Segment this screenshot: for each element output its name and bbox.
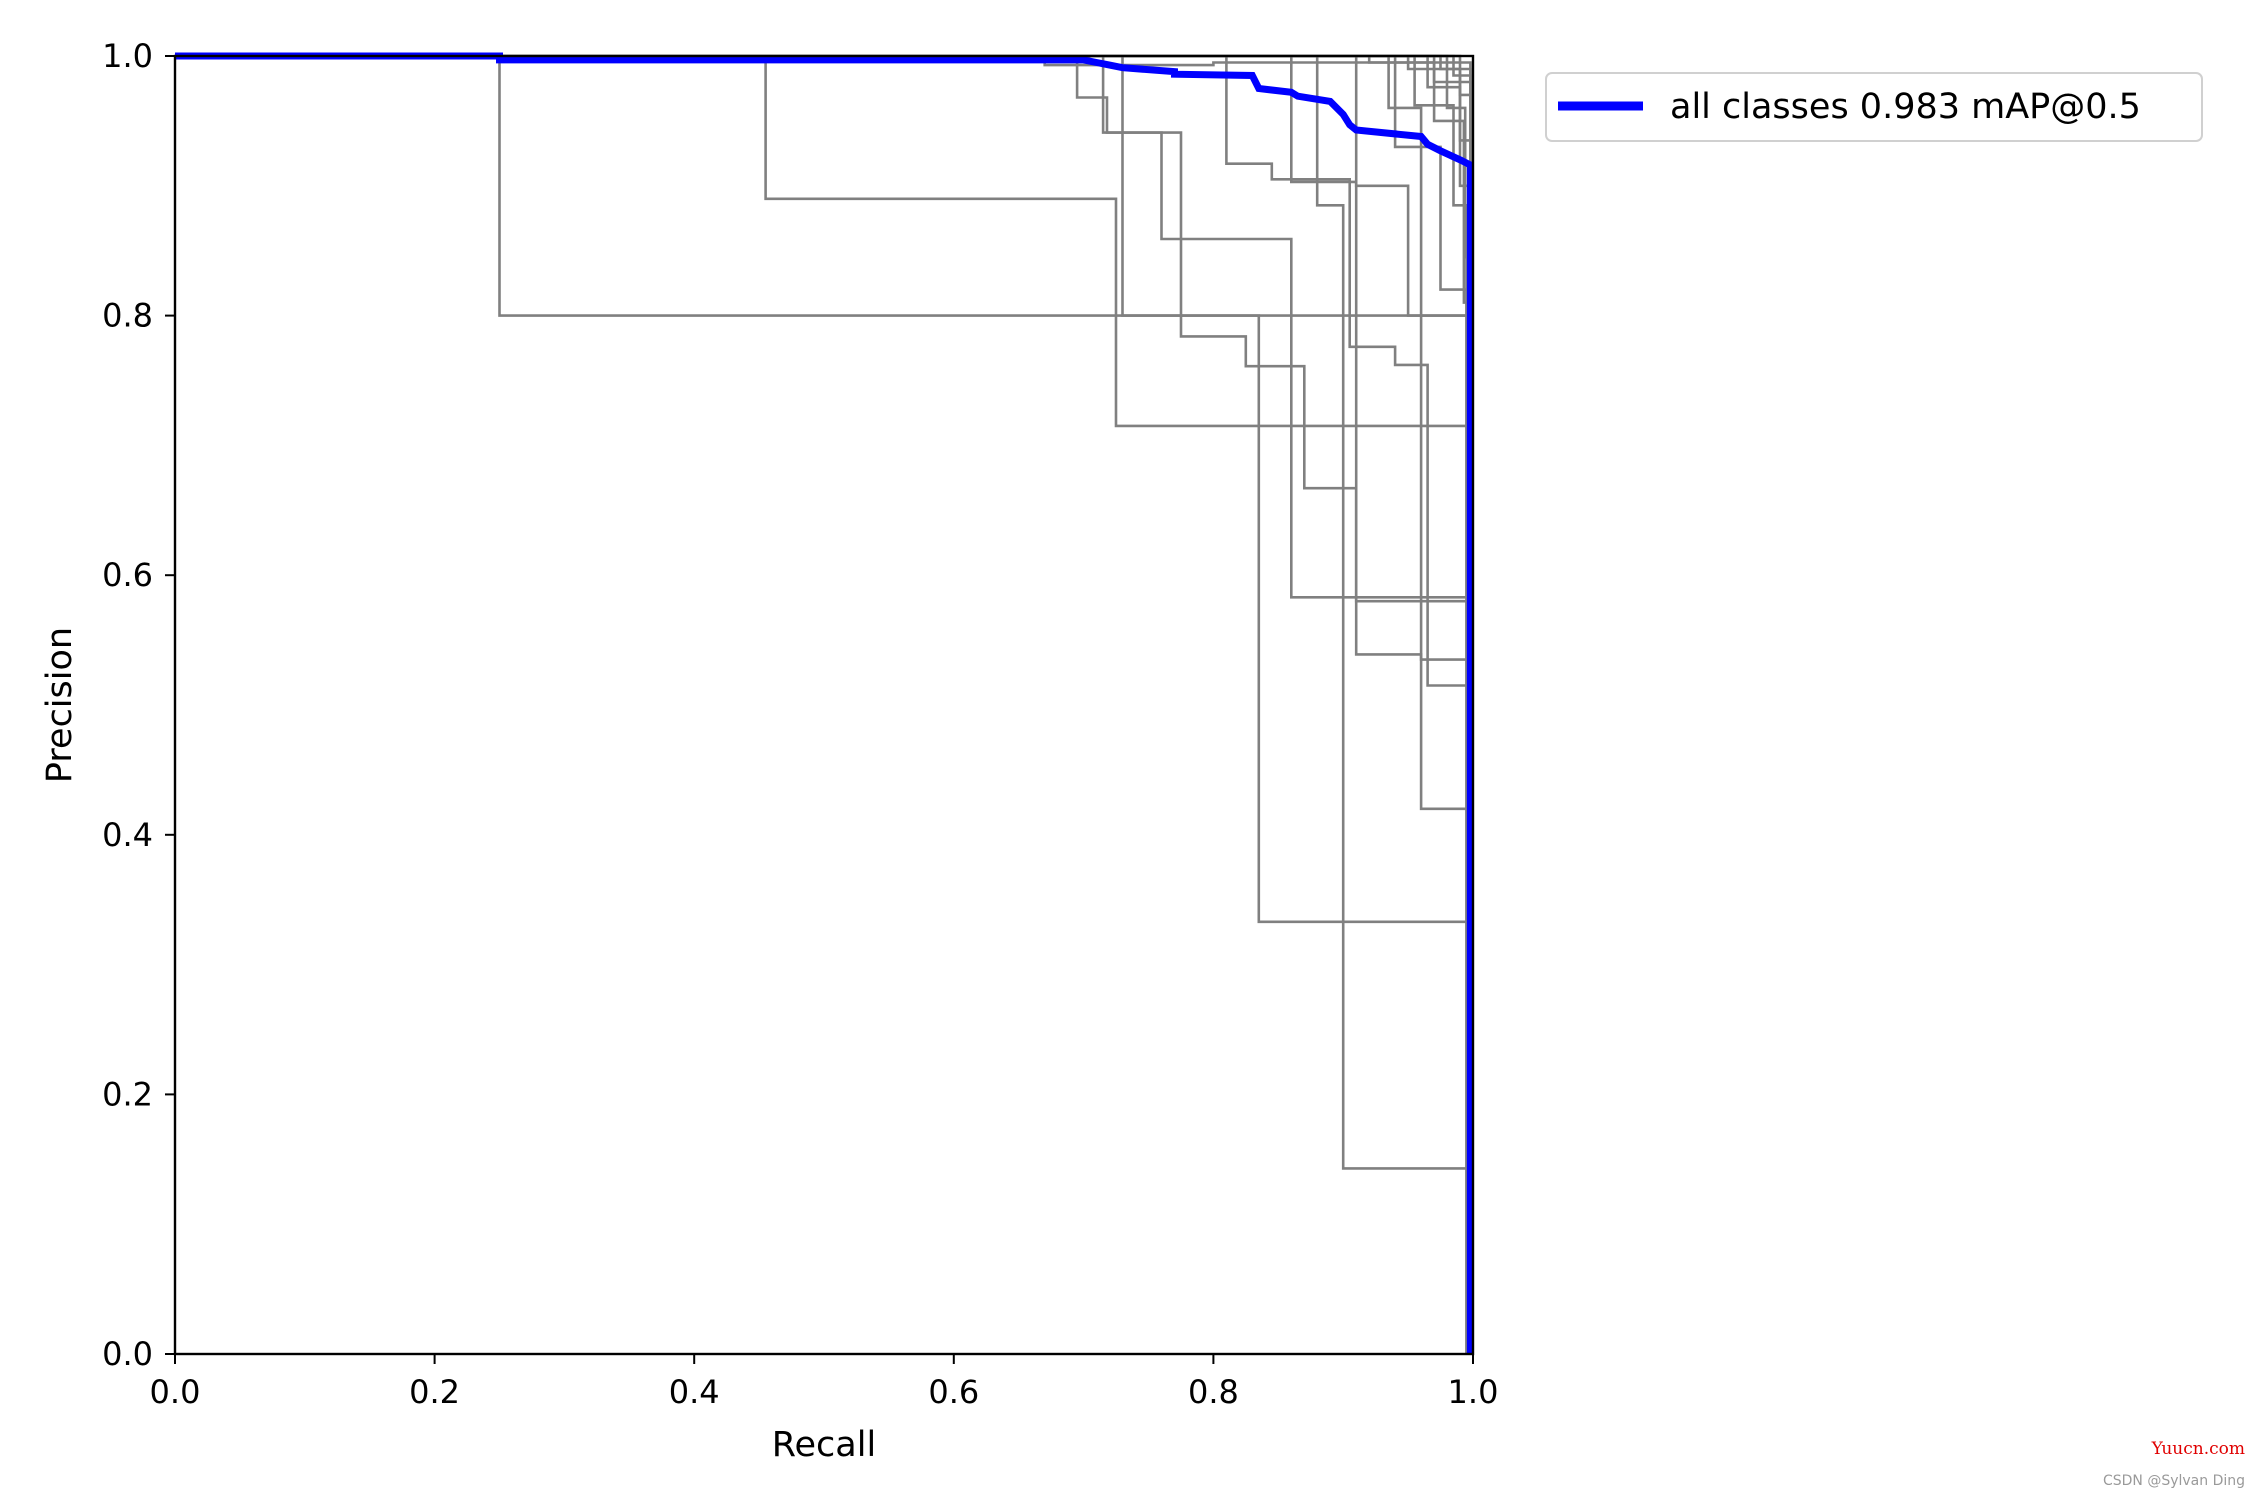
series-line-class-15 [175, 54, 1472, 1354]
series-line-class-10 [175, 54, 1472, 1354]
series-line-class-13 [175, 54, 1472, 1354]
curves-layer [175, 52, 1474, 1354]
y-axis-ticks: 0.0 0.2 0.4 0.6 0.8 1.0 [102, 37, 175, 1373]
legend-label: all classes 0.983 mAP@0.5 [1670, 87, 2141, 127]
series-line-class-19 [175, 54, 1472, 1354]
x-tick-label: 0.4 [669, 1373, 720, 1411]
x-tick-label: 0.6 [928, 1373, 979, 1411]
y-tick-label: 0.8 [102, 297, 153, 335]
x-axis-ticks: 0.0 0.2 0.4 0.6 0.8 1.0 [150, 1354, 1499, 1411]
x-tick-label: 0.0 [150, 1373, 201, 1411]
series-line-class-11 [175, 54, 1468, 1354]
watermark-author: CSDN @Sylvan Ding [2102, 1473, 2245, 1489]
series-line-class-17 [175, 54, 1472, 1354]
legend-box [1545, 72, 2203, 142]
y-tick-label: 0.0 [102, 1335, 153, 1373]
x-tick-label: 1.0 [1448, 1373, 1499, 1411]
series-line-class-20 [175, 54, 1472, 1354]
x-tick-label: 0.2 [409, 1373, 460, 1411]
series-line-class-1 [175, 54, 1472, 1354]
series-line-class-7 [175, 54, 1472, 1354]
series-line-class-16 [175, 54, 1472, 1354]
plot-frame [173, 54, 1475, 1356]
y-tick-label: 0.6 [102, 556, 153, 594]
series-line-class-4 [175, 54, 1472, 1354]
series-line-all-classes [175, 52, 1474, 1354]
x-axis-label: Recall [772, 1425, 876, 1465]
y-tick-label: 0.4 [102, 816, 153, 854]
series-line-class-2 [175, 54, 1472, 1354]
series-line-class-9 [175, 54, 1472, 1354]
x-tick-label: 0.8 [1188, 1373, 1239, 1411]
series-line-class-18 [175, 54, 1472, 1354]
y-tick-label: 0.2 [102, 1075, 153, 1113]
y-tick-label: 1.0 [102, 37, 153, 75]
series-line-class-12 [175, 54, 1468, 1354]
series-line-class-21 [175, 54, 1472, 1354]
series-line-class-5 [175, 54, 1472, 1354]
y-axis-label: Precision [40, 627, 80, 783]
series-line-class-6 [175, 54, 1472, 1354]
series-line-class-8 [175, 54, 1472, 1354]
legend: all classes 0.983 mAP@0.5 [1545, 72, 2203, 142]
series-line-class-14 [175, 54, 1472, 1354]
watermark-site: Yuucn.com [2151, 1439, 2245, 1459]
series-line-class-3 [175, 54, 1472, 1354]
